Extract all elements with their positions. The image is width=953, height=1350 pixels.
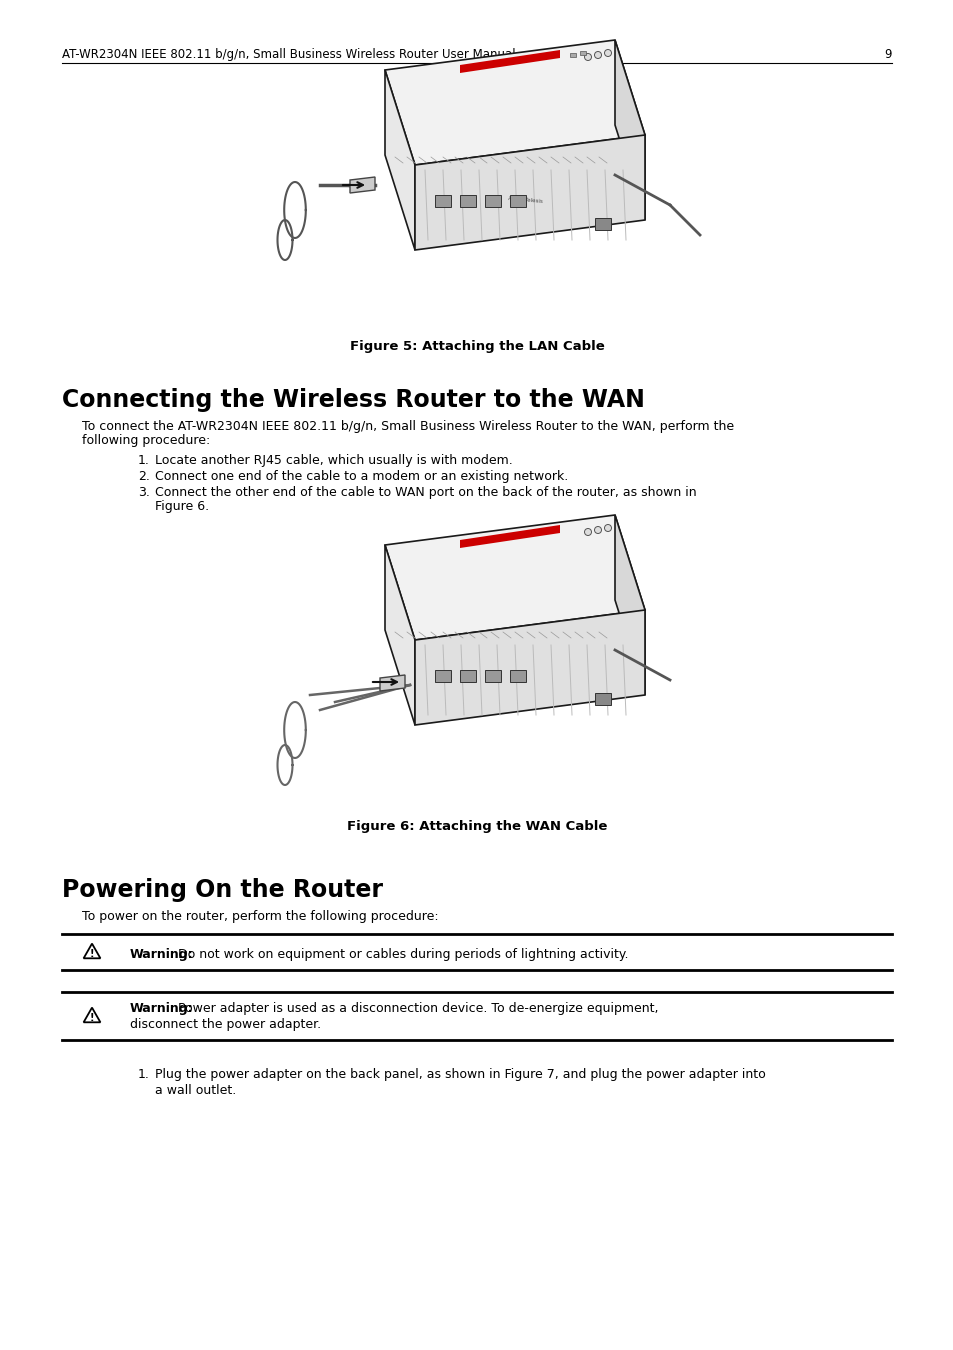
Polygon shape xyxy=(415,135,644,250)
Polygon shape xyxy=(415,610,644,725)
Text: 3.: 3. xyxy=(138,486,150,500)
Text: Connect one end of the cable to a modem or an existing network.: Connect one end of the cable to a modem … xyxy=(154,470,568,483)
Bar xyxy=(435,670,451,682)
Text: 1.: 1. xyxy=(138,1068,150,1081)
Text: !: ! xyxy=(90,949,94,958)
Text: Plug the power adapter on the back panel, as shown in Figure 7, and plug the pow: Plug the power adapter on the back panel… xyxy=(154,1068,765,1081)
Text: Figure 6: Attaching the WAN Cable: Figure 6: Attaching the WAN Cable xyxy=(347,819,606,833)
Polygon shape xyxy=(385,514,644,640)
Text: Warning:: Warning: xyxy=(130,948,193,961)
Text: Do not work on equipment or cables during periods of lightning activity.: Do not work on equipment or cables durin… xyxy=(173,948,628,961)
Text: 2.: 2. xyxy=(138,470,150,483)
Text: Power adapter is used as a disconnection device. To de-energize equipment,: Power adapter is used as a disconnection… xyxy=(173,1002,658,1015)
Circle shape xyxy=(604,50,611,57)
Text: To power on the router, perform the following procedure:: To power on the router, perform the foll… xyxy=(82,910,438,923)
Text: 1.: 1. xyxy=(138,454,150,467)
Polygon shape xyxy=(385,70,415,250)
Polygon shape xyxy=(385,40,644,165)
Text: Powering On the Router: Powering On the Router xyxy=(62,878,382,902)
Bar xyxy=(510,194,525,207)
Text: Allied Telesis: Allied Telesis xyxy=(507,196,542,204)
Bar xyxy=(435,194,451,207)
Polygon shape xyxy=(379,675,405,691)
Bar xyxy=(579,51,585,55)
Text: Warning:: Warning: xyxy=(130,1002,193,1015)
Text: !: ! xyxy=(90,1012,94,1023)
Text: a wall outlet.: a wall outlet. xyxy=(154,1084,236,1098)
Circle shape xyxy=(584,528,591,536)
Text: Figure 6.: Figure 6. xyxy=(154,500,209,513)
Circle shape xyxy=(594,526,601,533)
Text: AT-WR2304N IEEE 802.11 b/g/n, Small Business Wireless Router User Manual: AT-WR2304N IEEE 802.11 b/g/n, Small Busi… xyxy=(62,49,515,61)
Text: To connect the AT-WR2304N IEEE 802.11 b/g/n, Small Business Wireless Router to t: To connect the AT-WR2304N IEEE 802.11 b/… xyxy=(82,420,734,433)
Text: disconnect the power adapter.: disconnect the power adapter. xyxy=(130,1018,321,1031)
Bar xyxy=(484,670,500,682)
Text: Connect the other end of the cable to WAN port on the back of the router, as sho: Connect the other end of the cable to WA… xyxy=(154,486,696,500)
Bar xyxy=(595,217,610,230)
Polygon shape xyxy=(385,545,415,725)
Circle shape xyxy=(584,54,591,61)
Circle shape xyxy=(604,525,611,532)
Polygon shape xyxy=(84,944,100,958)
Text: 9: 9 xyxy=(883,49,891,61)
Text: Locate another RJ45 cable, which usually is with modem.: Locate another RJ45 cable, which usually… xyxy=(154,454,512,467)
Bar xyxy=(459,670,476,682)
Bar xyxy=(459,194,476,207)
Bar xyxy=(484,194,500,207)
Circle shape xyxy=(594,51,601,58)
Polygon shape xyxy=(459,50,559,73)
Polygon shape xyxy=(84,1007,100,1022)
Polygon shape xyxy=(615,514,644,695)
Bar xyxy=(595,693,610,705)
Text: Figure 5: Attaching the LAN Cable: Figure 5: Attaching the LAN Cable xyxy=(349,340,604,352)
Polygon shape xyxy=(615,40,644,220)
Text: Connecting the Wireless Router to the WAN: Connecting the Wireless Router to the WA… xyxy=(62,387,644,412)
Polygon shape xyxy=(350,177,375,193)
Text: following procedure:: following procedure: xyxy=(82,433,210,447)
Polygon shape xyxy=(459,525,559,548)
Bar xyxy=(510,670,525,682)
Bar xyxy=(569,53,576,57)
